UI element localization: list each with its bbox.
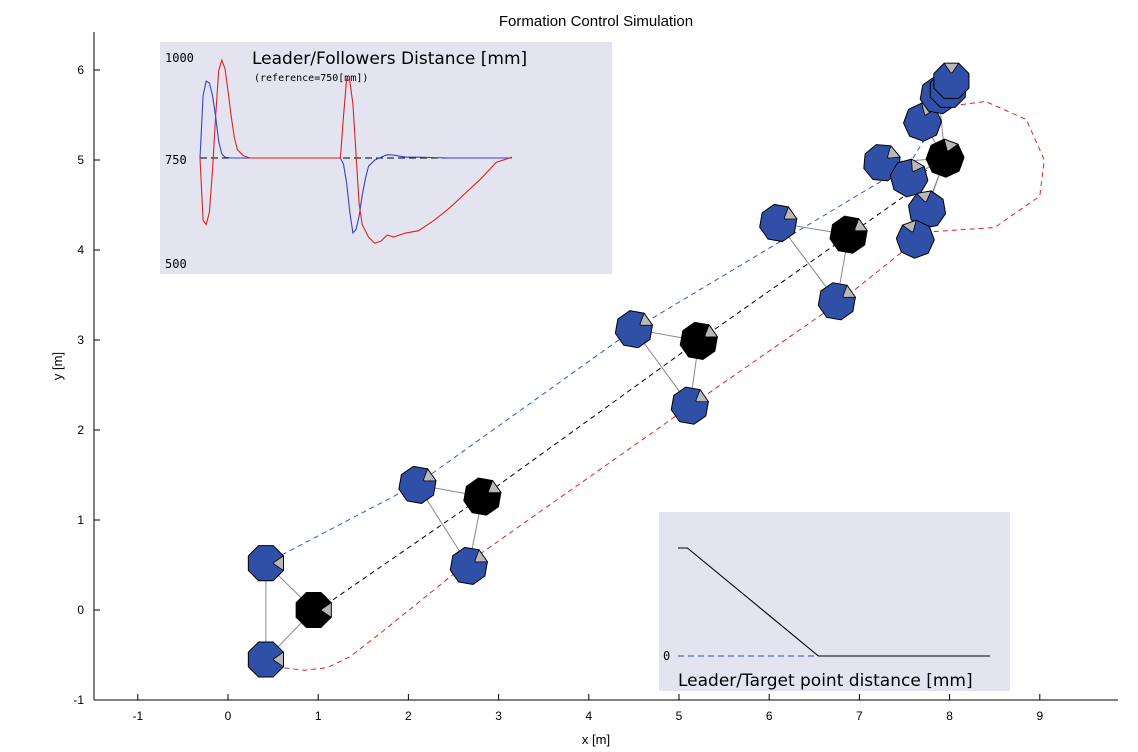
inset-target-title: Leader/Target point distance [mm] xyxy=(678,671,973,691)
follower-robot xyxy=(247,545,284,582)
inset-followers-tick-500: 500 xyxy=(165,257,187,271)
follower-robot xyxy=(670,386,710,425)
robots xyxy=(247,62,970,678)
robot-nose xyxy=(901,219,917,233)
leader-robot xyxy=(463,477,502,516)
main-axes: -1 0 1 2 3 4 5 6 7 8 9 -1 0 1 2 3 4 5 6 xyxy=(73,32,1118,723)
y-tick-label: 4 xyxy=(77,243,84,257)
follower-1-distance xyxy=(199,80,512,235)
robot-nose xyxy=(911,158,925,172)
follower-robot xyxy=(398,465,437,504)
inset-target-distance: Leader/Target point distance [mm] 0 xyxy=(659,512,1010,691)
chart-title: Formation Control Simulation xyxy=(499,13,693,30)
leader-robot xyxy=(829,215,868,254)
robot-body xyxy=(817,282,856,321)
robot-nose xyxy=(487,479,502,494)
robot-nose xyxy=(639,312,654,326)
x-tick-label: 8 xyxy=(946,709,953,723)
robot-body xyxy=(759,203,798,243)
follower-robot xyxy=(817,282,857,321)
x-tick-label: 1 xyxy=(315,709,322,723)
inset-target-plot xyxy=(678,547,990,657)
robot-nose xyxy=(273,651,284,668)
robot-nose xyxy=(854,217,868,232)
inset-followers-title: Leader/Followers Distance [mm] xyxy=(252,49,527,69)
inset-followers-tick-1000: 1000 xyxy=(165,51,194,65)
x-tick-label: 2 xyxy=(405,709,412,723)
x-axis-title: x [m] xyxy=(582,732,610,747)
y-tick-label: 3 xyxy=(77,333,84,347)
target-distance xyxy=(678,547,990,657)
y-tick-label: 1 xyxy=(77,513,84,527)
robot-nose xyxy=(783,206,798,220)
robot-body xyxy=(670,386,709,425)
follower-2-distance xyxy=(199,58,513,244)
robot-body xyxy=(895,219,935,259)
robot-body xyxy=(933,62,970,99)
inset-followers-distance: Leader/Followers Distance [mm] (referenc… xyxy=(160,42,612,274)
robot-nose xyxy=(423,468,437,482)
robot-nose xyxy=(704,324,719,338)
follower-robot xyxy=(247,641,284,678)
robot-nose xyxy=(887,145,901,159)
inset-followers-plot xyxy=(199,58,513,244)
robot-body xyxy=(829,215,868,254)
y-tick-label: 2 xyxy=(77,423,84,437)
y-tick-label: -1 xyxy=(73,693,84,707)
robot-body xyxy=(247,545,284,582)
x-tick-label: 3 xyxy=(495,709,502,723)
x-tick-label: 0 xyxy=(225,709,232,723)
x-tick-label: 4 xyxy=(585,709,592,723)
follower-robot xyxy=(889,158,929,198)
robot-body xyxy=(925,138,965,178)
follower-robot xyxy=(907,190,947,229)
robot-nose xyxy=(943,62,960,74)
follower-robot xyxy=(863,144,901,182)
leader-robot xyxy=(679,321,719,360)
x-tick-label: 9 xyxy=(1036,709,1043,723)
follower-2-trajectory xyxy=(268,100,1045,671)
follower-robot xyxy=(759,203,798,243)
x-tick-label: 6 xyxy=(766,709,773,723)
robot-body xyxy=(614,310,653,349)
inset-followers-subtitle: (reference=750[mm]) xyxy=(254,73,368,84)
x-tick-label: -1 xyxy=(132,709,143,723)
x-tick-label: 5 xyxy=(676,709,683,723)
robot-body xyxy=(679,321,718,360)
inset-target-background xyxy=(659,512,1010,691)
y-ticks: -1 0 1 2 3 4 5 6 xyxy=(73,63,100,707)
x-tick-label: 7 xyxy=(856,709,863,723)
robot-nose xyxy=(695,388,710,403)
robot-body xyxy=(903,102,943,142)
robot-nose xyxy=(916,190,932,203)
inset-target-tick-0: 0 xyxy=(663,649,670,663)
robot-nose xyxy=(273,555,284,572)
follower-robot xyxy=(895,219,935,259)
robot-body xyxy=(247,641,284,678)
y-tick-label: 6 xyxy=(77,63,84,77)
robot-nose xyxy=(842,284,857,298)
inset-followers-tick-750: 750 xyxy=(165,153,187,167)
robot-nose xyxy=(474,549,489,563)
robot-body xyxy=(398,465,437,504)
robot-nose xyxy=(943,138,959,152)
y-tick-label: 5 xyxy=(77,153,84,167)
x-ticks: -1 0 1 2 3 4 5 6 7 8 9 xyxy=(132,694,1043,723)
y-axis-title: y [m] xyxy=(50,352,65,380)
leader-robot xyxy=(295,591,332,629)
robot-body xyxy=(449,546,488,585)
follower-robot xyxy=(614,310,654,349)
robot-body xyxy=(463,477,502,516)
follower-robot xyxy=(933,62,970,99)
y-tick-label: 0 xyxy=(77,603,84,617)
robot-nose xyxy=(321,601,332,619)
robot-body xyxy=(295,591,332,629)
leader-robot xyxy=(925,138,965,178)
follower-robot xyxy=(449,546,489,585)
